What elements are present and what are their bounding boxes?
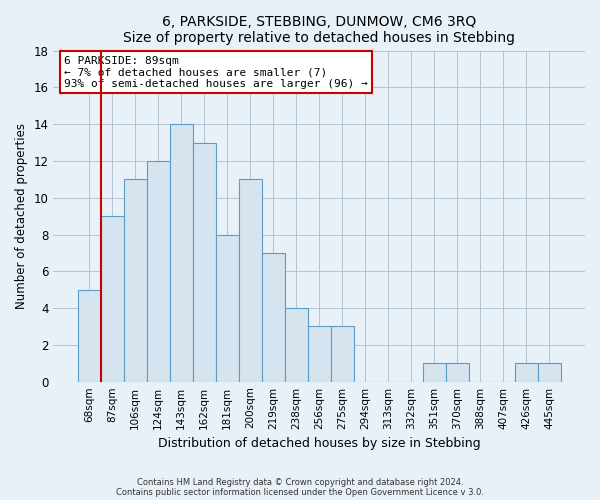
Bar [308,326,331,382]
Text: 6 PARKSIDE: 89sqm
← 7% of detached houses are smaller (7)
93% of semi-detached h: 6 PARKSIDE: 89sqm ← 7% of detached house… [64,56,368,88]
Bar [239,180,262,382]
Bar [515,364,538,382]
Title: 6, PARKSIDE, STEBBING, DUNMOW, CM6 3RQ
Size of property relative to detached hou: 6, PARKSIDE, STEBBING, DUNMOW, CM6 3RQ S… [123,15,515,45]
Bar [215,234,239,382]
Bar [262,253,284,382]
Bar [101,216,124,382]
Bar [446,364,469,382]
Bar [331,326,354,382]
X-axis label: Distribution of detached houses by size in Stebbing: Distribution of detached houses by size … [158,437,481,450]
Bar [170,124,193,382]
Text: Contains HM Land Registry data © Crown copyright and database right 2024.
Contai: Contains HM Land Registry data © Crown c… [116,478,484,497]
Bar [146,161,170,382]
Bar [423,364,446,382]
Bar [284,308,308,382]
Bar [77,290,101,382]
Y-axis label: Number of detached properties: Number of detached properties [15,123,28,309]
Bar [193,142,215,382]
Bar [124,180,146,382]
Bar [538,364,561,382]
